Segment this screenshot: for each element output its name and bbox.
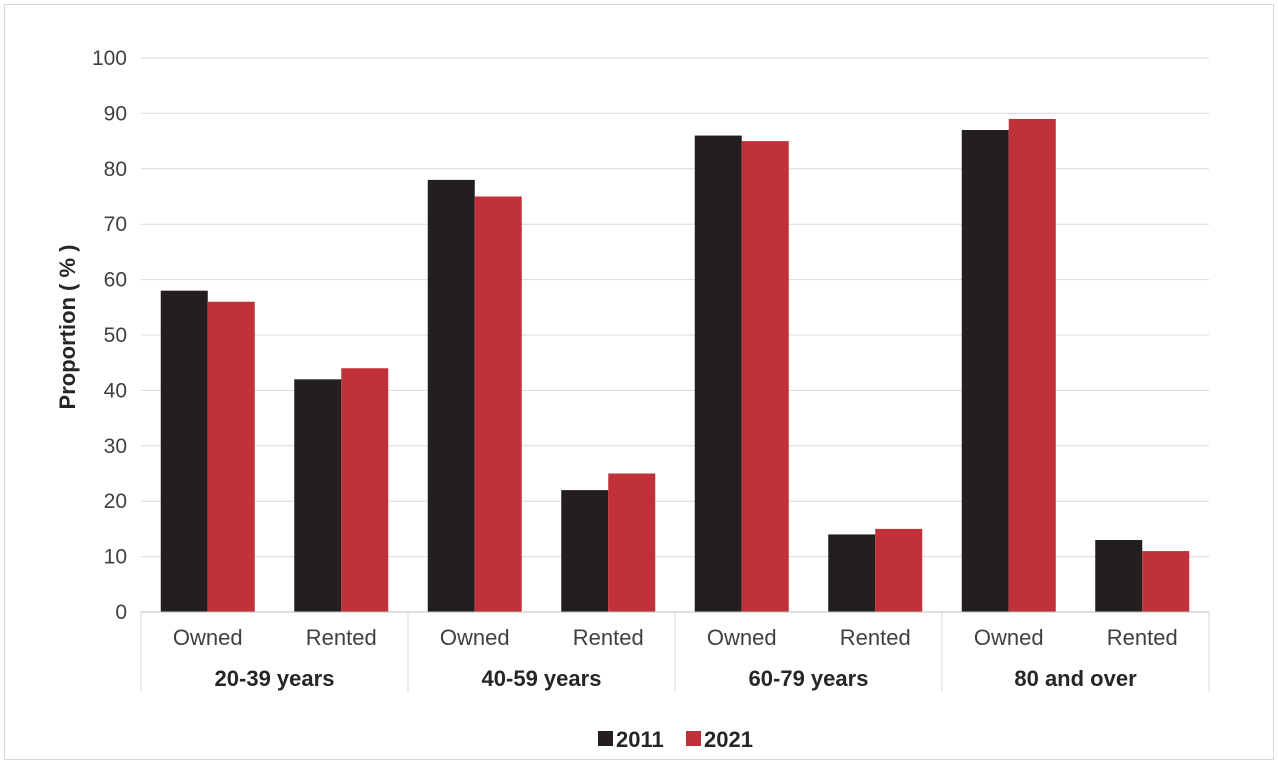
x-category-label: Rented [306,625,377,650]
x-category-label: Owned [440,625,510,650]
bar-2011 [294,379,342,612]
legend: 2011 2021 [598,727,753,752]
bar-2011 [427,179,475,612]
x-axis: Owned Rented 20-39 years Owned Rented 40-59 y… [140,611,1210,692]
x-category-label: Rented [573,625,644,650]
bar-2021 [1142,551,1190,612]
bar-2021 [1008,118,1056,612]
y-tick-label: 40 [104,379,127,402]
y-tick-label: 20 [104,490,127,513]
bar-2021 [474,196,522,612]
y-tick-label: 50 [104,324,127,347]
x-category-label: Owned [707,625,777,650]
y-tick-label: 70 [104,213,127,236]
y-tick-label: 10 [104,546,127,569]
x-category-label: Rented [840,625,911,650]
bar-2011 [1095,539,1143,612]
y-tick-label: 100 [92,47,127,70]
bar-2011 [828,534,876,612]
y-axis-label: Proportion ( % ) [55,245,80,410]
bars [160,118,1190,612]
legend-label: 2021 [704,727,753,752]
x-group-label: 20-39 years [215,666,335,691]
bar-2011 [694,135,742,612]
bar-2011 [961,130,1009,612]
x-category-label: Owned [173,625,243,650]
y-axis-ticks: 0 10 20 30 40 50 60 70 80 90 100 [92,47,127,624]
x-group-label: 40-59 years [482,666,602,691]
bar-2021 [341,368,389,612]
y-tick-label: 30 [104,435,127,458]
legend-swatch-2021 [686,731,701,746]
bar-2011 [160,290,208,612]
bar-2021 [875,528,923,612]
y-tick-label: 90 [104,102,127,125]
y-tick-label: 80 [104,158,127,181]
legend-swatch-2011 [598,731,613,746]
x-category-label: Owned [974,625,1044,650]
bar-2011 [561,490,609,612]
legend-label: 2011 [616,727,664,752]
bar-2021 [741,141,789,612]
y-tick-label: 0 [115,601,127,624]
bar-2021 [608,473,656,612]
bar-2021 [207,301,255,612]
y-tick-label: 60 [104,269,127,292]
x-category-label: Rented [1107,625,1178,650]
x-group-label: 80 and over [1014,666,1137,691]
x-group-label: 60-79 years [749,666,869,691]
